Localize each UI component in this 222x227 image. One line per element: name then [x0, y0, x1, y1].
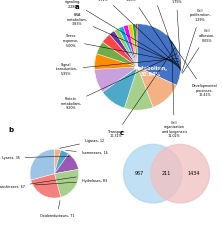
- Wedge shape: [123, 25, 138, 67]
- Wedge shape: [30, 149, 54, 180]
- Circle shape: [151, 144, 209, 203]
- Text: a: a: [75, 4, 80, 10]
- Text: Transferases, 67: Transferases, 67: [0, 177, 76, 189]
- Text: Ligases, 12: Ligases, 12: [60, 139, 104, 148]
- Wedge shape: [31, 174, 61, 198]
- Wedge shape: [138, 24, 181, 85]
- Wedge shape: [95, 54, 138, 69]
- Text: Isomerases, 16: Isomerases, 16: [66, 151, 107, 155]
- Text: Signal
transduction,
5.95%: Signal transduction, 5.95%: [56, 59, 178, 76]
- Text: Oxidoreductases, 71: Oxidoreductases, 71: [40, 200, 74, 218]
- Wedge shape: [97, 42, 138, 67]
- Text: Protein
metabolism,
9.20%: Protein metabolism, 9.20%: [60, 54, 177, 110]
- Text: Developmental
processes,
12.41%: Developmental processes, 12.41%: [167, 35, 217, 97]
- Text: RNA
metabolism,
3.83%: RNA metabolism, 3.83%: [67, 13, 179, 65]
- Text: 1434: 1434: [188, 171, 200, 176]
- Text: Transport,
10.31%: Transport, 10.31%: [108, 48, 175, 138]
- Text: Cell
adhesion,
0.65%: Cell adhesion, 0.65%: [182, 29, 215, 74]
- Wedge shape: [95, 67, 138, 92]
- Text: Cell
cycle,
1.91%: Cell cycle, 1.91%: [98, 0, 180, 68]
- Text: Transcription,
1.75%: Transcription, 1.75%: [165, 0, 188, 71]
- Text: Hydrolases, 83: Hydrolases, 83: [35, 179, 107, 185]
- Text: Cell
organization
and biogenesis
11.02%: Cell organization and biogenesis 11.02%: [162, 42, 187, 138]
- Text: 211: 211: [162, 171, 171, 176]
- Wedge shape: [54, 169, 79, 197]
- Text: c: c: [120, 130, 124, 136]
- Wedge shape: [54, 149, 61, 174]
- Wedge shape: [54, 150, 69, 174]
- Text: 967: 967: [135, 171, 144, 176]
- Wedge shape: [103, 67, 138, 108]
- Wedge shape: [136, 24, 138, 67]
- Circle shape: [124, 144, 182, 203]
- Wedge shape: [119, 26, 138, 67]
- Wedge shape: [54, 154, 78, 174]
- Wedge shape: [133, 24, 138, 67]
- Wedge shape: [114, 28, 138, 67]
- Wedge shape: [138, 67, 177, 107]
- Text: b: b: [8, 127, 13, 133]
- Wedge shape: [128, 24, 138, 67]
- Text: DNA
metabolism,
1.88%: DNA metabolism, 1.88%: [121, 0, 180, 69]
- Text: Cell-cell
signaling,
2.28%: Cell-cell signaling, 2.28%: [65, 0, 179, 67]
- Text: Stress
response,
5.00%: Stress response, 5.00%: [63, 35, 179, 62]
- Text: Lyases, 35: Lyases, 35: [2, 156, 69, 160]
- Text: Cell
proliferation,
1.29%: Cell proliferation, 1.29%: [182, 9, 211, 72]
- Wedge shape: [109, 31, 138, 67]
- Text: Death,
1.83%: Death, 1.83%: [148, 0, 180, 70]
- Wedge shape: [124, 67, 153, 110]
- Text: Metabolism,
32.64%: Metabolism, 32.64%: [133, 66, 168, 77]
- Wedge shape: [103, 34, 138, 67]
